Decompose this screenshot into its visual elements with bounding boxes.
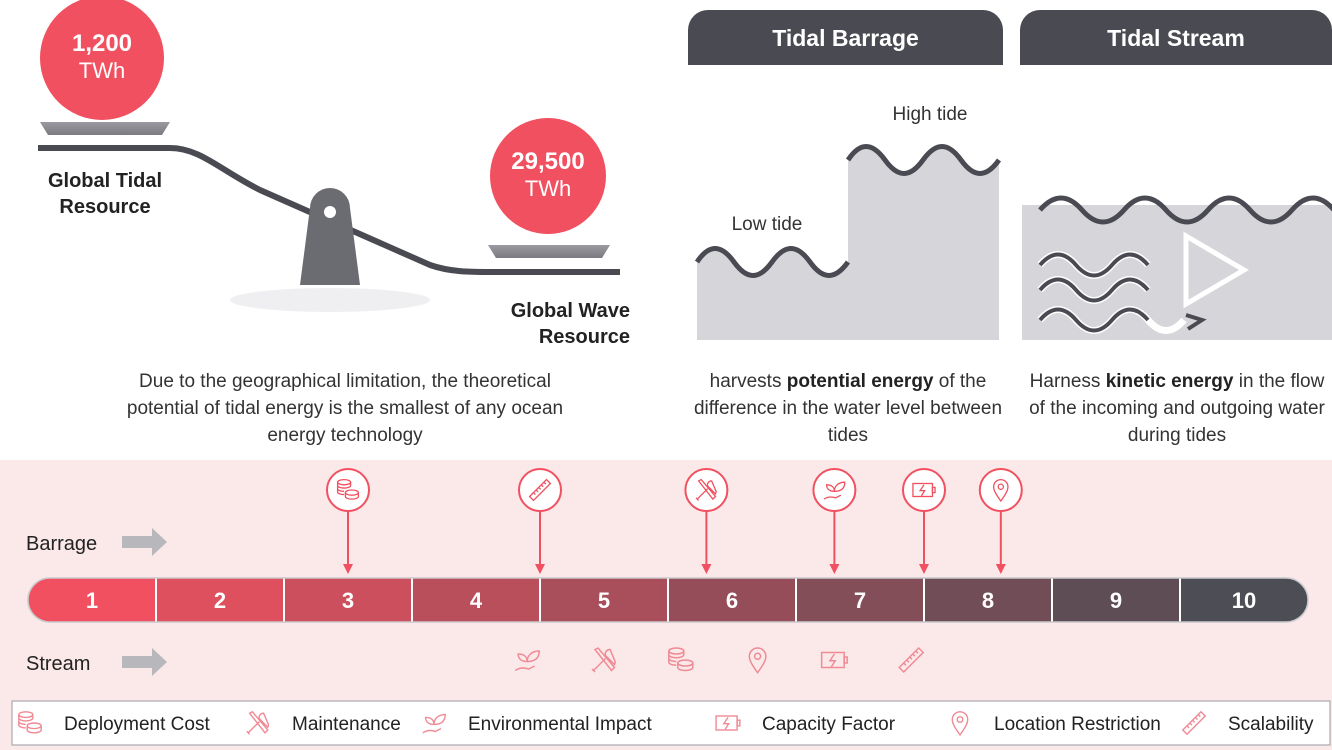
legend-label: Environmental Impact [468,714,652,735]
level-label: 6 [726,588,738,613]
level-label: 2 [214,588,226,613]
plate [40,122,170,135]
stream-water [1022,205,1332,340]
legend-label: Location Restriction [994,714,1161,735]
plate [488,245,610,258]
value: 1,200 [40,30,164,57]
panel-description: harvests potential energy of the differe… [683,368,1013,449]
legend-label: Deployment Cost [64,714,210,735]
tide-label: High tide [870,104,990,126]
description-part: potential energy [787,371,934,392]
pivot-dot [324,206,336,218]
shadow [230,288,430,312]
value: 29,500 [490,148,606,175]
level-label: 5 [598,588,610,613]
level-label: 1 [86,588,98,613]
infographic: 1 2 3 4 5 6 7 8 9 10 Barrage Stream Deployment Cost M… [0,0,1332,750]
row-label: Stream [26,653,90,675]
description-part: kinetic energy [1106,371,1234,392]
legend-label: Capacity Factor [762,714,896,735]
level-label: 9 [1110,588,1122,613]
description-part: Harness [1030,371,1106,392]
pivot [300,188,360,285]
description-part: harvests [710,371,787,392]
tide-label: Low tide [712,214,822,236]
resource-label: Global Tidal Resource [30,168,180,220]
level-label: 4 [470,588,483,613]
barrage-water [697,147,999,341]
marker-circle [519,469,561,511]
legend-label: Scalability [1228,714,1314,735]
panel-title: Tidal Stream [1020,10,1332,66]
resource-note: Due to the geographical limitation, the … [110,368,580,449]
panel-description: Harness kinetic energy in the flow of th… [1022,368,1332,449]
resource-label: Global Wave Resource [470,298,630,350]
panel-title: Tidal Barrage [688,10,1003,66]
unit: TWh [79,58,125,83]
row-label: Barrage [26,533,97,555]
unit: TWh [525,176,571,201]
level-label: 7 [854,588,866,613]
legend-label: Maintenance [292,714,401,735]
level-label: 8 [982,588,994,613]
level-label: 10 [1232,588,1256,613]
level-label: 3 [342,588,354,613]
